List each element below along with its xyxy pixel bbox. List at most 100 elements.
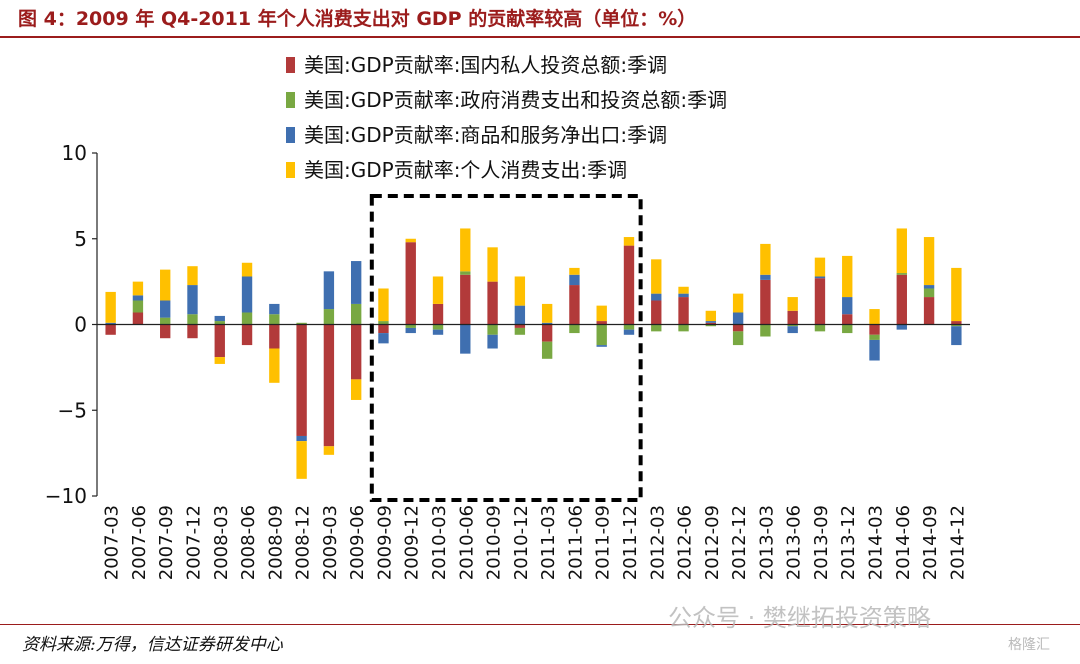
bar-investment-2009-09: [378, 324, 389, 334]
bar-netexport-2007-12: [187, 285, 198, 315]
bar-government-2008-03: [214, 321, 225, 325]
bar-government-2009-06: [350, 303, 362, 325]
bar-consumption-2014-09: [923, 237, 935, 286]
bar-investment-2008-09: [269, 324, 280, 349]
bar-consumption-2012-12: [732, 293, 744, 313]
watermark-badge: 格隆汇: [1008, 637, 1050, 653]
bar-government-2008-12: [296, 322, 307, 325]
x-tick-label: 2012-12: [729, 505, 750, 580]
bar-consumption-2007-06: [132, 281, 144, 296]
legend-label-netexport: 美国:GDP贡献率:商品和服务净出口:季调: [304, 123, 667, 147]
bar-consumption-2012-09: [705, 310, 717, 322]
bar-government-2008-09: [269, 314, 280, 325]
x-tick-label: 2011-06: [565, 505, 586, 580]
bar-investment-2010-12: [514, 324, 526, 328]
bar-investment-2014-12: [951, 321, 962, 325]
bar-investment-2013-09: [814, 278, 826, 325]
legend-label-investment: 美国:GDP贡献率:国内私人投资总额:季调: [304, 53, 667, 77]
bar-government-2007-06: [132, 300, 144, 313]
bar-government-2009-03: [323, 309, 335, 325]
x-tick-label: 2012-09: [702, 505, 723, 580]
bar-netexport-2011-03: [541, 322, 553, 325]
bar-netexport-2011-09: [596, 345, 607, 347]
x-tick-label: 2007-09: [156, 505, 177, 580]
bar-netexport-2014-06: [896, 324, 907, 330]
x-tick-label: 2013-12: [838, 505, 859, 580]
bar-investment-2007-06: [132, 312, 144, 325]
bar-investment-2014-09: [923, 297, 935, 325]
bar-consumption-2009-06: [350, 379, 362, 400]
bar-netexport-2014-03: [869, 339, 880, 361]
x-tick-label: 2014-03: [866, 505, 887, 580]
bar-investment-2012-06: [678, 297, 689, 325]
bar-netexport-2010-09: [487, 334, 498, 349]
highlight-box: [369, 194, 643, 502]
bar-government-2011-06: [569, 324, 580, 334]
bar-government-2007-09: [160, 317, 171, 325]
x-tick-label: 2012-06: [675, 505, 696, 580]
bar-government-2007-12: [187, 314, 198, 325]
bar-consumption-2010-03: [432, 276, 444, 304]
bar-investment-2008-12: [296, 324, 307, 436]
bar-government-2013-09: [814, 324, 826, 332]
bar-netexport-2011-12: [623, 329, 635, 335]
x-tick-label: 2009-03: [320, 505, 341, 580]
bar-netexport-2009-06: [350, 261, 362, 304]
bar-government-2010-12: [514, 327, 526, 335]
y-tick-label: −10: [45, 484, 87, 508]
bar-investment-2009-06: [350, 324, 362, 380]
page-title: 图 4：2009 年 Q4-2011 年个人消费支出对 GDP 的贡献率较高（单…: [18, 8, 697, 30]
x-tick-label: 2014-06: [893, 505, 914, 580]
x-tick-label: 2008-12: [293, 505, 314, 580]
bar-government-2009-09: [378, 321, 389, 325]
bar-investment-2007-03: [105, 324, 116, 335]
bar-netexport-2009-12: [405, 327, 416, 334]
bar-investment-2009-03: [323, 324, 335, 447]
x-tick-label: 2014-09: [920, 505, 941, 580]
bar-netexport-2013-03: [760, 274, 771, 280]
title-bar: [0, 0, 1080, 38]
bar-investment-2012-09: [705, 322, 717, 325]
x-tick-label: 2007-06: [129, 505, 150, 580]
bar-netexport-2014-12: [951, 326, 962, 346]
x-tick-label: 2008-06: [238, 505, 259, 580]
source-note: 资料来源:万得，信达证券研发中心: [22, 635, 283, 655]
bar-consumption-2011-12: [623, 237, 635, 246]
y-tick-label: −5: [58, 398, 87, 422]
bar-consumption-2009-03: [323, 446, 335, 455]
y-tick-label: 5: [74, 227, 87, 251]
bar-netexport-2013-09: [814, 276, 826, 279]
bar-netexport-2007-09: [160, 300, 171, 318]
bar-netexport-2007-03: [105, 322, 116, 325]
bar-netexport-2012-03: [651, 293, 662, 301]
x-tick-label: 2014-12: [947, 505, 968, 580]
x-tick-label: 2011-03: [538, 505, 559, 580]
bar-netexport-2010-03: [432, 329, 444, 335]
bar-government-2012-09: [705, 324, 717, 327]
x-tick-label: 2007-12: [183, 505, 204, 580]
bar-government-2014-06: [896, 273, 907, 275]
x-tick-label: 2010-03: [429, 505, 450, 580]
legend-swatch-consumption: [286, 162, 295, 178]
bar-consumption-2012-03: [651, 259, 662, 294]
x-tick-label: 2010-09: [484, 505, 505, 580]
source-divider: [0, 624, 1080, 664]
bar-government-2014-03: [869, 334, 880, 340]
bar-netexport-2008-12: [296, 435, 307, 442]
x-tick-label: 2010-06: [456, 505, 477, 580]
bar-investment-2011-06: [569, 285, 580, 325]
bar-investment-2013-06: [787, 310, 798, 325]
bar-government-2011-03: [541, 341, 553, 359]
bar-netexport-2009-09: [378, 333, 389, 344]
bar-netexport-2010-06: [460, 324, 471, 354]
legend: 美国:GDP贡献率:国内私人投资总额:季调美国:GDP贡献率:政府消费支出和投资…: [286, 53, 727, 182]
bar-government-2008-06: [241, 312, 253, 325]
bar-investment-2008-03: [214, 324, 225, 358]
bar-government-2010-06: [460, 271, 471, 275]
x-tick-label: 2009-06: [347, 505, 368, 580]
bar-investment-2013-03: [760, 279, 771, 325]
legend-swatch-government: [286, 92, 295, 108]
bar-consumption-2014-03: [869, 309, 880, 325]
bar-netexport-2010-12: [514, 305, 526, 325]
x-axis: 2007-03 2007-06 2007-09 2007-12 2008-03 2008-…: [97, 323, 970, 580]
